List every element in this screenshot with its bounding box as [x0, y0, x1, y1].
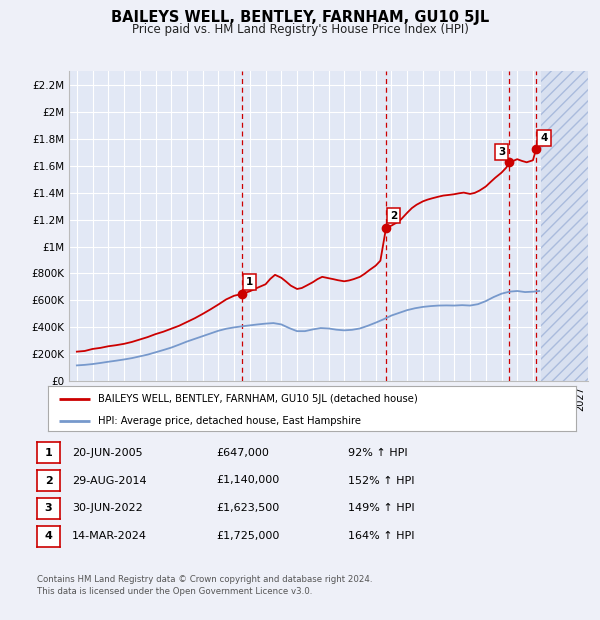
- Text: Price paid vs. HM Land Registry's House Price Index (HPI): Price paid vs. HM Land Registry's House …: [131, 23, 469, 36]
- Text: 1: 1: [45, 448, 52, 458]
- Text: £647,000: £647,000: [216, 448, 269, 458]
- Text: This data is licensed under the Open Government Licence v3.0.: This data is licensed under the Open Gov…: [37, 587, 313, 596]
- Text: 92% ↑ HPI: 92% ↑ HPI: [348, 448, 407, 458]
- Text: HPI: Average price, detached house, East Hampshire: HPI: Average price, detached house, East…: [98, 416, 361, 426]
- Text: 164% ↑ HPI: 164% ↑ HPI: [348, 531, 415, 541]
- Text: 152% ↑ HPI: 152% ↑ HPI: [348, 476, 415, 485]
- Text: £1,623,500: £1,623,500: [216, 503, 279, 513]
- Bar: [541, 71, 588, 381]
- Text: 3: 3: [498, 147, 505, 157]
- Text: 29-AUG-2014: 29-AUG-2014: [72, 476, 146, 485]
- Text: BAILEYS WELL, BENTLEY, FARNHAM, GU10 5JL (detached house): BAILEYS WELL, BENTLEY, FARNHAM, GU10 5JL…: [98, 394, 418, 404]
- Text: 1: 1: [246, 277, 253, 287]
- Text: 30-JUN-2022: 30-JUN-2022: [72, 503, 143, 513]
- Text: 3: 3: [45, 503, 52, 513]
- Text: BAILEYS WELL, BENTLEY, FARNHAM, GU10 5JL: BAILEYS WELL, BENTLEY, FARNHAM, GU10 5JL: [111, 10, 489, 25]
- Text: 149% ↑ HPI: 149% ↑ HPI: [348, 503, 415, 513]
- Text: £1,725,000: £1,725,000: [216, 531, 280, 541]
- Text: 14-MAR-2024: 14-MAR-2024: [72, 531, 147, 541]
- Text: 4: 4: [540, 133, 548, 143]
- Text: £1,140,000: £1,140,000: [216, 476, 279, 485]
- Text: 20-JUN-2005: 20-JUN-2005: [72, 448, 143, 458]
- Text: 2: 2: [45, 476, 52, 485]
- Text: 2: 2: [391, 211, 398, 221]
- Text: Contains HM Land Registry data © Crown copyright and database right 2024.: Contains HM Land Registry data © Crown c…: [37, 575, 373, 584]
- Text: 4: 4: [44, 531, 53, 541]
